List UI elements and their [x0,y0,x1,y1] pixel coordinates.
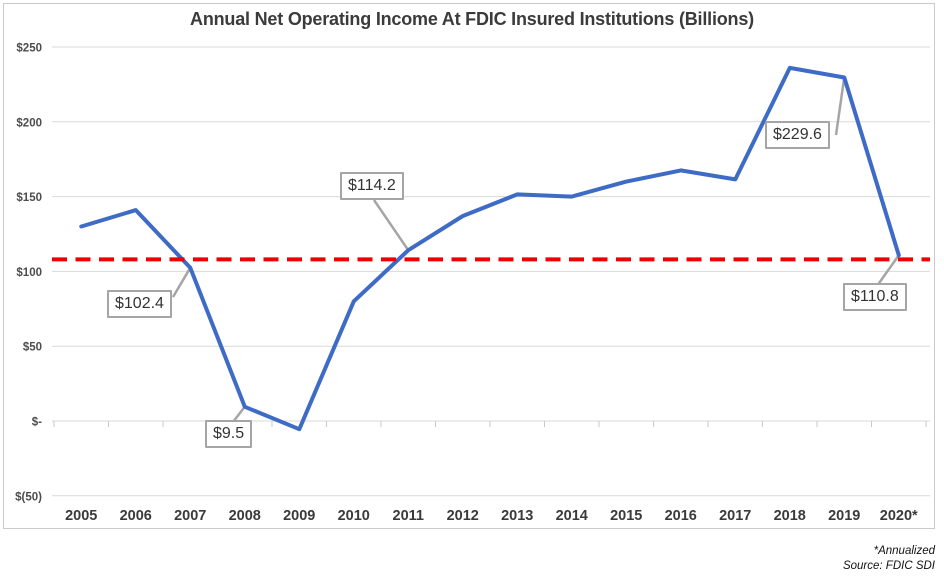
x-axis-tick-label: 2008 [229,508,261,524]
x-axis-tick-label: 2015 [610,508,642,524]
x-axis-tick-label: 2010 [338,508,370,524]
x-axis-tick-label: 2005 [65,508,97,524]
y-axis-tick-label: $150 [16,192,42,204]
footnote-annualized: *Annualized [873,545,935,557]
y-axis-tick-label: $50 [23,342,42,354]
x-axis-tick-label: 2017 [719,508,751,524]
callout-leader-line [875,254,900,287]
data-label-callout-2019: $229.6 [765,121,830,149]
chart-footnotes: *Annualized Source: FDIC SDI [843,544,935,574]
callout-leader-line [232,406,246,423]
x-axis-tick-label: 2013 [501,508,533,524]
y-axis-tick-label: $(50) [15,491,42,503]
data-label-callout-2020: $110.8 [843,283,907,311]
y-axis-tick-label: $200 [16,117,42,129]
x-axis-tick-label: 2014 [556,508,588,524]
callout-leader-line [171,267,192,298]
x-axis-tick-label: 2018 [774,508,806,524]
chart-title: Annual Net Operating Income At FDIC Insu… [190,9,754,29]
y-axis-tick-label: $100 [16,267,42,279]
data-label-callout-2011: $114.2 [340,172,404,200]
footnote-source: Source: FDIC SDI [842,560,935,572]
x-axis-tick-label: 2009 [283,508,315,524]
x-axis-tick-label: 2019 [828,508,860,524]
y-axis-tick-label: $- [32,417,42,429]
x-axis-tick-label: 2012 [447,508,479,524]
x-axis-tick-label: 2016 [665,508,697,524]
x-axis-tick-label: 2020* [880,508,918,524]
data-label-callout-2008: $9.5 [205,420,253,448]
x-axis-tick-label: 2006 [120,508,152,524]
callout-leader-line [834,77,846,136]
y-axis-tick-label: $250 [16,43,42,55]
callout-leader-line [372,199,410,251]
x-axis-tick-label: 2007 [174,508,206,524]
data-label-callout-2007: $102.4 [107,290,172,318]
income-line-series [79,65,901,432]
x-axis-tick-label: 2011 [393,508,424,524]
